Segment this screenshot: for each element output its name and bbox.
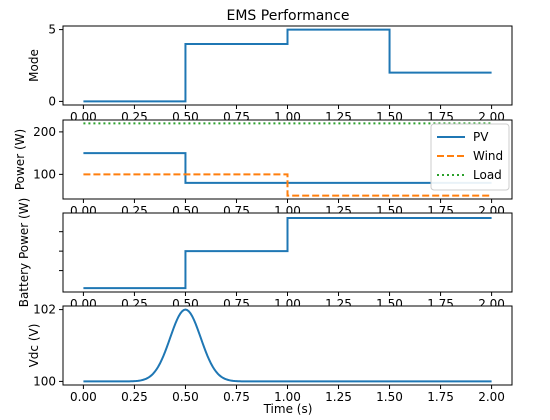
x-axis-label: Time (s) xyxy=(263,402,313,416)
x-tick-label: 1.50 xyxy=(376,390,403,404)
x-tick-label: 0.50 xyxy=(172,390,199,404)
series-line xyxy=(83,217,492,290)
y-axis-label: Power (W) xyxy=(13,129,27,190)
x-tick-label: 2.00 xyxy=(478,390,505,404)
x-tick-label: 1.75 xyxy=(427,390,454,404)
x-tick-label: 0.25 xyxy=(121,390,148,404)
x-tick-label: 0.00 xyxy=(70,390,97,404)
y-axis-label: Vdc (V) xyxy=(27,324,41,368)
series-line-pv xyxy=(83,152,492,184)
axes-frame xyxy=(62,305,513,386)
series-line xyxy=(83,28,492,103)
y-tick-label: 200 xyxy=(33,125,56,139)
legend-box xyxy=(430,123,510,191)
y-tick-label: 0 xyxy=(48,94,56,108)
y-tick-label: 5 xyxy=(48,23,56,37)
power-subplot: 0.00 0.25 0.50 0.75 1.00 1.25 1.50 1.75 2.001002… xyxy=(13,119,513,218)
y-tick-label: 100 xyxy=(33,167,56,181)
x-tick-label: 1.00 xyxy=(274,390,301,404)
legend-entry: PV xyxy=(473,130,489,144)
battery-power-subplot: 0.00 0.25 0.50 0.75 1.00 1.25 1.50 1.75 2.00Batt… xyxy=(17,198,513,311)
vdc-subplot: 0.00 0.25 0.50 0.75 1.00 1.25 1.50 1.75 2.00 100 1… xyxy=(27,303,513,404)
legend-entry: Wind xyxy=(473,149,503,163)
chart-title: EMS Performance xyxy=(227,8,350,24)
y-tick-label: 102 xyxy=(33,303,56,317)
series-line xyxy=(83,308,492,383)
y-axis-label: Mode xyxy=(27,49,41,82)
y-tick-label: 100 xyxy=(33,374,56,388)
series-line-wind xyxy=(83,173,492,197)
legend-entry: Load xyxy=(473,168,502,182)
x-tick-label: 0.75 xyxy=(223,390,250,404)
x-tick-label: 1.25 xyxy=(325,390,352,404)
y-axis-label: Battery Power (W) xyxy=(17,198,31,308)
